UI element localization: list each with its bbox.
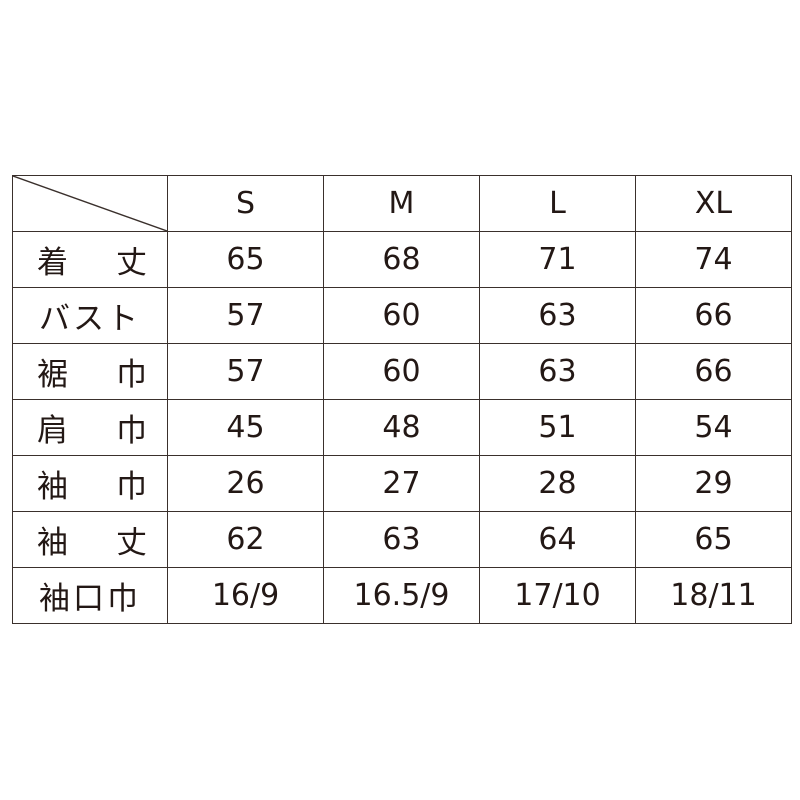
- row-label-cell: 袖巾: [12, 455, 168, 512]
- measurement-cell: 27: [323, 455, 480, 512]
- measurement-cell: 65: [635, 511, 792, 568]
- measurement-cell: 60: [323, 287, 480, 344]
- measurement-cell: 29: [635, 455, 792, 512]
- column-header-size: L: [479, 175, 636, 232]
- measurement-cell: 16/9: [167, 567, 324, 624]
- row-label: 袖丈: [37, 525, 147, 561]
- table-row: 裾巾 57 60 63 66: [12, 343, 792, 400]
- measurement-cell: 62: [167, 511, 324, 568]
- column-header-size: S: [167, 175, 324, 232]
- row-label-cell: 袖口巾: [12, 567, 168, 624]
- row-label: 裾巾: [37, 357, 147, 393]
- measurement-cell: 18/11: [635, 567, 792, 624]
- table-row: 袖口巾 16/9 16.5/9 17/10 18/11: [12, 567, 792, 624]
- row-label: バスト: [39, 301, 141, 337]
- measurement-cell: 65: [167, 231, 324, 288]
- measurement-cell: 16.5/9: [323, 567, 480, 624]
- measurement-cell: 71: [479, 231, 636, 288]
- row-label-cell: バスト: [12, 287, 168, 344]
- row-label-cell: 肩巾: [12, 399, 168, 456]
- row-label: 袖口巾: [39, 581, 141, 617]
- row-label: 肩巾: [37, 413, 147, 449]
- row-label-cell: 着丈: [12, 231, 168, 288]
- measurement-cell: 74: [635, 231, 792, 288]
- table-row: バスト 57 60 63 66: [12, 287, 792, 344]
- measurement-cell: 63: [323, 511, 480, 568]
- table-row: 袖丈 62 63 64 65: [12, 511, 792, 568]
- measurement-cell: 17/10: [479, 567, 636, 624]
- measurement-cell: 51: [479, 399, 636, 456]
- measurement-cell: 64: [479, 511, 636, 568]
- measurement-cell: 54: [635, 399, 792, 456]
- row-label-cell: 袖丈: [12, 511, 168, 568]
- column-header-size: XL: [635, 175, 792, 232]
- measurement-cell: 26: [167, 455, 324, 512]
- corner-cell-diagonal: [12, 175, 168, 232]
- measurement-cell: 57: [167, 343, 324, 400]
- measurement-cell: 60: [323, 343, 480, 400]
- measurement-cell: 63: [479, 343, 636, 400]
- table-row: 肩巾 45 48 51 54: [12, 399, 792, 456]
- measurement-cell: 45: [167, 399, 324, 456]
- table-row: 袖巾 26 27 28 29: [12, 455, 792, 512]
- measurement-cell: 48: [323, 399, 480, 456]
- row-label: 袖巾: [37, 469, 147, 505]
- measurement-cell: 57: [167, 287, 324, 344]
- row-label-cell: 裾巾: [12, 343, 168, 400]
- measurement-cell: 66: [635, 343, 792, 400]
- header-row: S M L XL: [12, 175, 792, 232]
- table-row: 着丈 65 68 71 74: [12, 231, 792, 288]
- column-header-size: M: [323, 175, 480, 232]
- measurement-cell: 66: [635, 287, 792, 344]
- measurement-cell: 63: [479, 287, 636, 344]
- measurement-cell: 28: [479, 455, 636, 512]
- row-label: 着丈: [37, 245, 147, 281]
- measurement-cell: 68: [323, 231, 480, 288]
- size-chart-table: S M L XL 着丈 65 68 71 74 バスト 57 60 63 66 裾巾 57 60 63 66…: [12, 175, 792, 624]
